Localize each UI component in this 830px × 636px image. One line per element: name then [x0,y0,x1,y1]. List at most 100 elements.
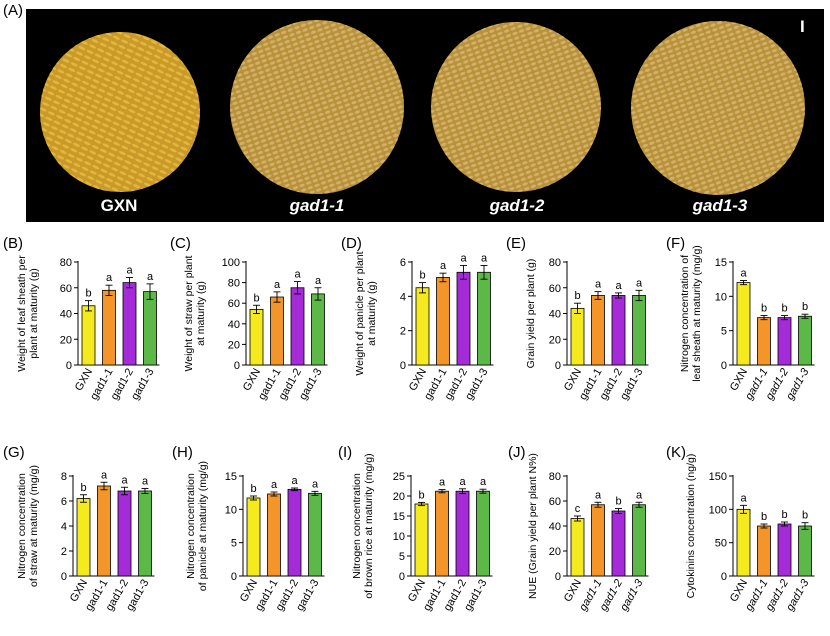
y-tick-label-b: 40 [60,309,72,321]
y-axis-label-g: of straw at maturity (mg/g) [28,465,40,587]
photo-label-gad1-3: gad1-3 [692,196,748,215]
y-tick-label-e: 80 [549,257,561,269]
y-axis-label-d: Weight of panicle per plant [354,251,366,375]
significance-letter-f-2: b [781,303,787,315]
y-tick-label-h: 10 [225,504,237,516]
y-tick-label-c: 20 [228,339,240,351]
bar-h-3 [308,492,322,577]
y-tick-label-k: 100 [709,504,727,516]
chart-b: (B) 0 20 40 60 80 Weight of leaf sheath per pla… [3,235,160,402]
chart-h: (H) 0 5 10 15 Nitrogen concentration of panicl… [172,444,325,613]
significance-letter-d-3: a [481,252,488,264]
bar-j-1 [591,504,605,577]
sample-dish-gxn [40,32,200,192]
bar-c-1 [270,296,284,366]
significance-letter-i-1: a [439,477,446,489]
y-tick-label-b: 20 [60,334,72,346]
significance-letter-i-0: b [418,489,424,501]
y-tick-label-j: 80 [549,471,561,483]
chart-g: (G) 0 2 4 6 8 Nitrogen concentration of straw a… [3,444,155,613]
photo-corner-mark: I [800,17,805,36]
y-tick-label-j: 60 [549,496,561,508]
y-tick-label-g: 6 [61,496,67,508]
y-axis-label-i: of brown rice at maturity (mg/g) [363,453,375,598]
y-tick-label-h: 0 [231,571,237,583]
sample-dish-gad1-2 [431,22,601,192]
significance-letter-k-1: b [761,511,767,523]
y-tick-label-d: 4 [400,291,406,303]
y-tick-label-c: 100 [222,257,240,269]
y-axis-label-k: Cytokinins concentration (ng/g) [685,454,697,599]
bar-b-0 [81,305,96,366]
bar-j-2 [611,510,626,577]
significance-letter-i-3: a [480,476,487,488]
y-axis-label-b: Weight of leaf sheath per [16,255,28,372]
chart-c: (C) 0 20 40 60 80 100 Weight of straw per plant… [170,235,328,402]
panel-f-label: (F) [666,235,685,252]
y-tick-label-i: 25 [393,471,405,483]
panel-g-label: (G) [3,444,25,461]
y-tick-label-g: 0 [61,571,67,583]
y-tick-label-h: 5 [231,538,237,550]
significance-letter-d-2: a [460,252,467,264]
y-axis-label-c: Weight of straw per plant [183,255,195,371]
bar-f-3 [798,315,812,366]
significance-letter-j-3: a [636,489,643,501]
bar-d-0 [415,287,430,366]
significance-letter-f-0: a [740,268,747,280]
y-tick-label-k: 0 [721,571,727,583]
y-axis-label-f: Nitrogen concentration of [679,255,691,372]
y-tick-label-e: 40 [549,309,561,321]
y-axis-label-j: NUE (Grain yield per plant N%) [527,453,539,599]
y-tick-label-e: 60 [549,283,561,295]
significance-letter-h-2: a [291,475,298,487]
y-axis-label-e: Grain yield per plant (g) [525,259,537,369]
bar-c-3 [311,293,325,366]
chart-i: (I) 0 5 10 15 20 25 Nitrogen concentration of br… [338,444,493,613]
significance-letter-b-1: a [106,272,113,284]
y-tick-label-d: 6 [400,257,406,269]
bar-c-0 [249,308,264,366]
significance-letter-d-0: b [419,270,425,282]
significance-letter-c-1: a [274,279,281,291]
rice-texture-gad1-2 [431,22,601,192]
sample-dish-gad1-3 [631,21,805,195]
bar-f-2 [777,317,792,366]
significance-letter-g-1: a [101,469,108,481]
y-tick-label-d: 0 [400,360,406,372]
y-axis-label-g: Nitrogen concentration [16,473,28,579]
panel-a-label: (A) [3,2,23,19]
panel-d-label: (D) [341,235,362,252]
y-axis-label-h: Nitrogen concentration [185,473,197,579]
bar-g-3 [138,490,152,577]
panel-c-label: (C) [170,235,191,252]
bar-k-0 [736,508,751,577]
significance-letter-j-1: a [595,489,602,501]
significance-letter-k-0: a [740,492,747,504]
significance-letter-g-0: b [80,482,86,494]
y-tick-label-i: 15 [393,511,405,523]
y-tick-label-g: 8 [61,471,67,483]
bar-e-3 [632,295,646,366]
y-tick-label-f: 0 [721,360,727,372]
bar-g-1 [97,485,111,577]
y-tick-label-e: 0 [555,360,561,372]
y-tick-label-i: 0 [399,571,405,583]
y-tick-label-i: 20 [393,491,405,503]
bar-d-2 [456,271,471,366]
rice-texture-gxn [40,32,200,192]
significance-letter-i-2: a [459,476,466,488]
significance-letter-j-2: b [615,496,621,508]
bar-c-2 [290,287,305,366]
y-tick-label-k: 50 [715,538,727,550]
significance-letter-f-1: b [761,303,767,315]
sample-dish-gad1-1 [230,20,404,194]
y-axis-label-b: plant at maturity (g) [28,268,40,358]
y-tick-label-c: 60 [228,298,240,310]
photo-label-gad1-1: gad1-1 [289,196,345,215]
y-tick-label-j: 0 [555,571,561,583]
bar-b-1 [102,289,116,366]
significance-letter-k-2: b [781,509,787,521]
